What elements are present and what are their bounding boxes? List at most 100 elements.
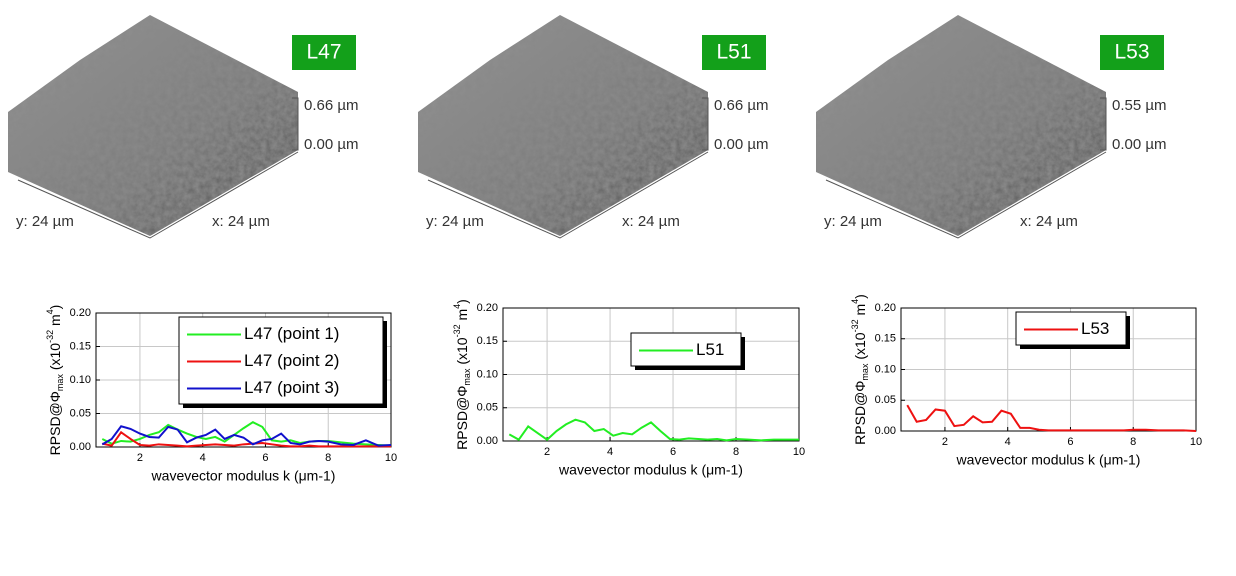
data-line <box>906 404 1197 432</box>
sample-tag-box <box>292 35 356 70</box>
z-max-label: 0.66 µm <box>304 97 359 114</box>
surface-axes <box>17 151 299 239</box>
legend-label: L47 (point 2) <box>244 351 339 370</box>
z-max-label: 0.55 µm <box>1112 97 1167 114</box>
y-axis-title-part: 4 <box>850 299 860 304</box>
y-axis-title-part: -32 <box>452 324 462 337</box>
x-tick-label: 4 <box>200 452 206 464</box>
y-axis-title-part: 4 <box>452 304 462 309</box>
data-line <box>508 418 799 442</box>
surface-image <box>8 15 298 236</box>
y-axis-title-part: m <box>852 304 868 320</box>
surface-panel: L51 0.66 µm 0.00 µm y: 24 µm x: 24 µm <box>418 15 769 239</box>
y-tick-label: 0.05 <box>875 394 896 406</box>
y-tick-label: 0.10 <box>477 368 498 380</box>
x-tick-label: 8 <box>1130 436 1136 448</box>
y-axis-title: RPSD@Φmax (x10-32 m4) <box>45 305 65 456</box>
legend-label: L47 (point 3) <box>244 378 339 397</box>
surface-panel: L47 0.66 µm 0.00 µm y: 24 µm x: 24 µm <box>8 15 359 239</box>
y-axis-title-part: ) <box>454 299 470 304</box>
y-axis-title-part: ) <box>852 294 868 299</box>
z-bracket <box>292 97 299 151</box>
y-axis-title-part: -32 <box>850 319 860 332</box>
data-line <box>101 425 392 447</box>
y-tick-label: 0.00 <box>70 441 91 453</box>
y-axis-title-part: max <box>55 374 65 392</box>
x-size-label: x: 24 µm <box>622 213 680 230</box>
y-axis-title-part: RPSD@Φ <box>454 386 470 450</box>
x-axis-title: wavevector modulus k (μm-1) <box>151 468 336 484</box>
surface-panel: L53 0.55 µm 0.00 µm y: 24 µm x: 24 µm <box>816 15 1167 239</box>
y-tick-label: 0.15 <box>70 340 91 352</box>
x-axis-title: wavevector modulus k (μm-1) <box>956 452 1141 468</box>
y-tick-label: 0.20 <box>875 302 896 314</box>
y-tick-label: 0.00 <box>477 435 498 447</box>
y-axis-title-part: (x10 <box>454 337 470 368</box>
y-tick-label: 0.05 <box>70 407 91 419</box>
y-axis-title-part: m <box>454 309 470 325</box>
z-min-label: 0.00 µm <box>1112 136 1167 153</box>
y-axis-title-part: (x10 <box>47 343 63 374</box>
y-size-label: y: 24 µm <box>16 213 74 230</box>
x-tick-label: 6 <box>670 446 676 458</box>
sample-tag: L53 <box>1114 41 1149 64</box>
legend-label: L47 (point 1) <box>244 324 339 343</box>
y-axis-title-part: RPSD@Φ <box>47 391 63 455</box>
x-size-label: x: 24 µm <box>1020 213 1078 230</box>
y-axis-title-part: -32 <box>45 330 55 343</box>
x-tick-label: 4 <box>607 446 613 458</box>
x-tick-label: 2 <box>942 436 948 448</box>
sample-tag-box <box>702 35 766 70</box>
y-axis-title: RPSD@Φmax (x10-32 m4) <box>850 294 870 445</box>
y-size-label: y: 24 µm <box>824 213 882 230</box>
legend-label: L51 <box>696 340 724 359</box>
sample-tag-box <box>1100 35 1164 70</box>
z-min-label: 0.00 µm <box>304 136 359 153</box>
surface-axes <box>427 151 709 239</box>
plot-frame <box>502 307 800 442</box>
surface-image <box>418 15 708 236</box>
data-line <box>101 421 392 447</box>
x-tick-label: 2 <box>544 446 550 458</box>
y-tick-label: 0.00 <box>875 425 896 437</box>
sample-tag: L47 <box>306 41 341 64</box>
y-size-label: y: 24 µm <box>426 213 484 230</box>
y-axis-title-part: m <box>47 314 63 330</box>
y-tick-label: 0.15 <box>875 333 896 345</box>
x-tick-label: 10 <box>385 452 397 464</box>
x-tick-label: 8 <box>733 446 739 458</box>
x-axis-title: wavevector modulus k (μm-1) <box>558 462 743 478</box>
x-tick-label: 2 <box>137 452 143 464</box>
x-tick-label: 10 <box>793 446 805 458</box>
x-tick-label: 6 <box>1067 436 1073 448</box>
y-axis-title-part: max <box>860 363 870 381</box>
x-tick-label: 6 <box>262 452 268 464</box>
y-tick-label: 0.10 <box>875 363 896 375</box>
z-bracket <box>1100 97 1107 151</box>
y-tick-label: 0.20 <box>70 307 91 319</box>
plot-frame <box>95 312 392 448</box>
y-axis-title-part: max <box>462 368 472 386</box>
z-bracket <box>702 97 709 151</box>
y-tick-label: 0.05 <box>477 402 498 414</box>
y-tick-label: 0.15 <box>477 335 498 347</box>
y-axis-title-part: RPSD@Φ <box>852 381 868 445</box>
z-max-label: 0.66 µm <box>714 97 769 114</box>
sample-tag: L51 <box>716 41 751 64</box>
surface-axes <box>825 151 1107 239</box>
z-min-label: 0.00 µm <box>714 136 769 153</box>
x-tick-label: 4 <box>1005 436 1011 448</box>
y-tick-label: 0.10 <box>70 374 91 386</box>
x-tick-label: 10 <box>1190 436 1202 448</box>
y-axis-title: RPSD@Φmax (x10-32 m4) <box>452 299 472 450</box>
y-tick-label: 0.20 <box>477 302 498 314</box>
y-axis-title-part: 4 <box>45 309 55 314</box>
surface-image <box>816 15 1106 236</box>
x-size-label: x: 24 µm <box>212 213 270 230</box>
data-line <box>102 430 391 448</box>
x-tick-label: 8 <box>325 452 331 464</box>
y-axis-title-part: ) <box>47 305 63 310</box>
legend-label: L53 <box>1081 319 1109 338</box>
y-axis-title-part: (x10 <box>852 332 868 363</box>
